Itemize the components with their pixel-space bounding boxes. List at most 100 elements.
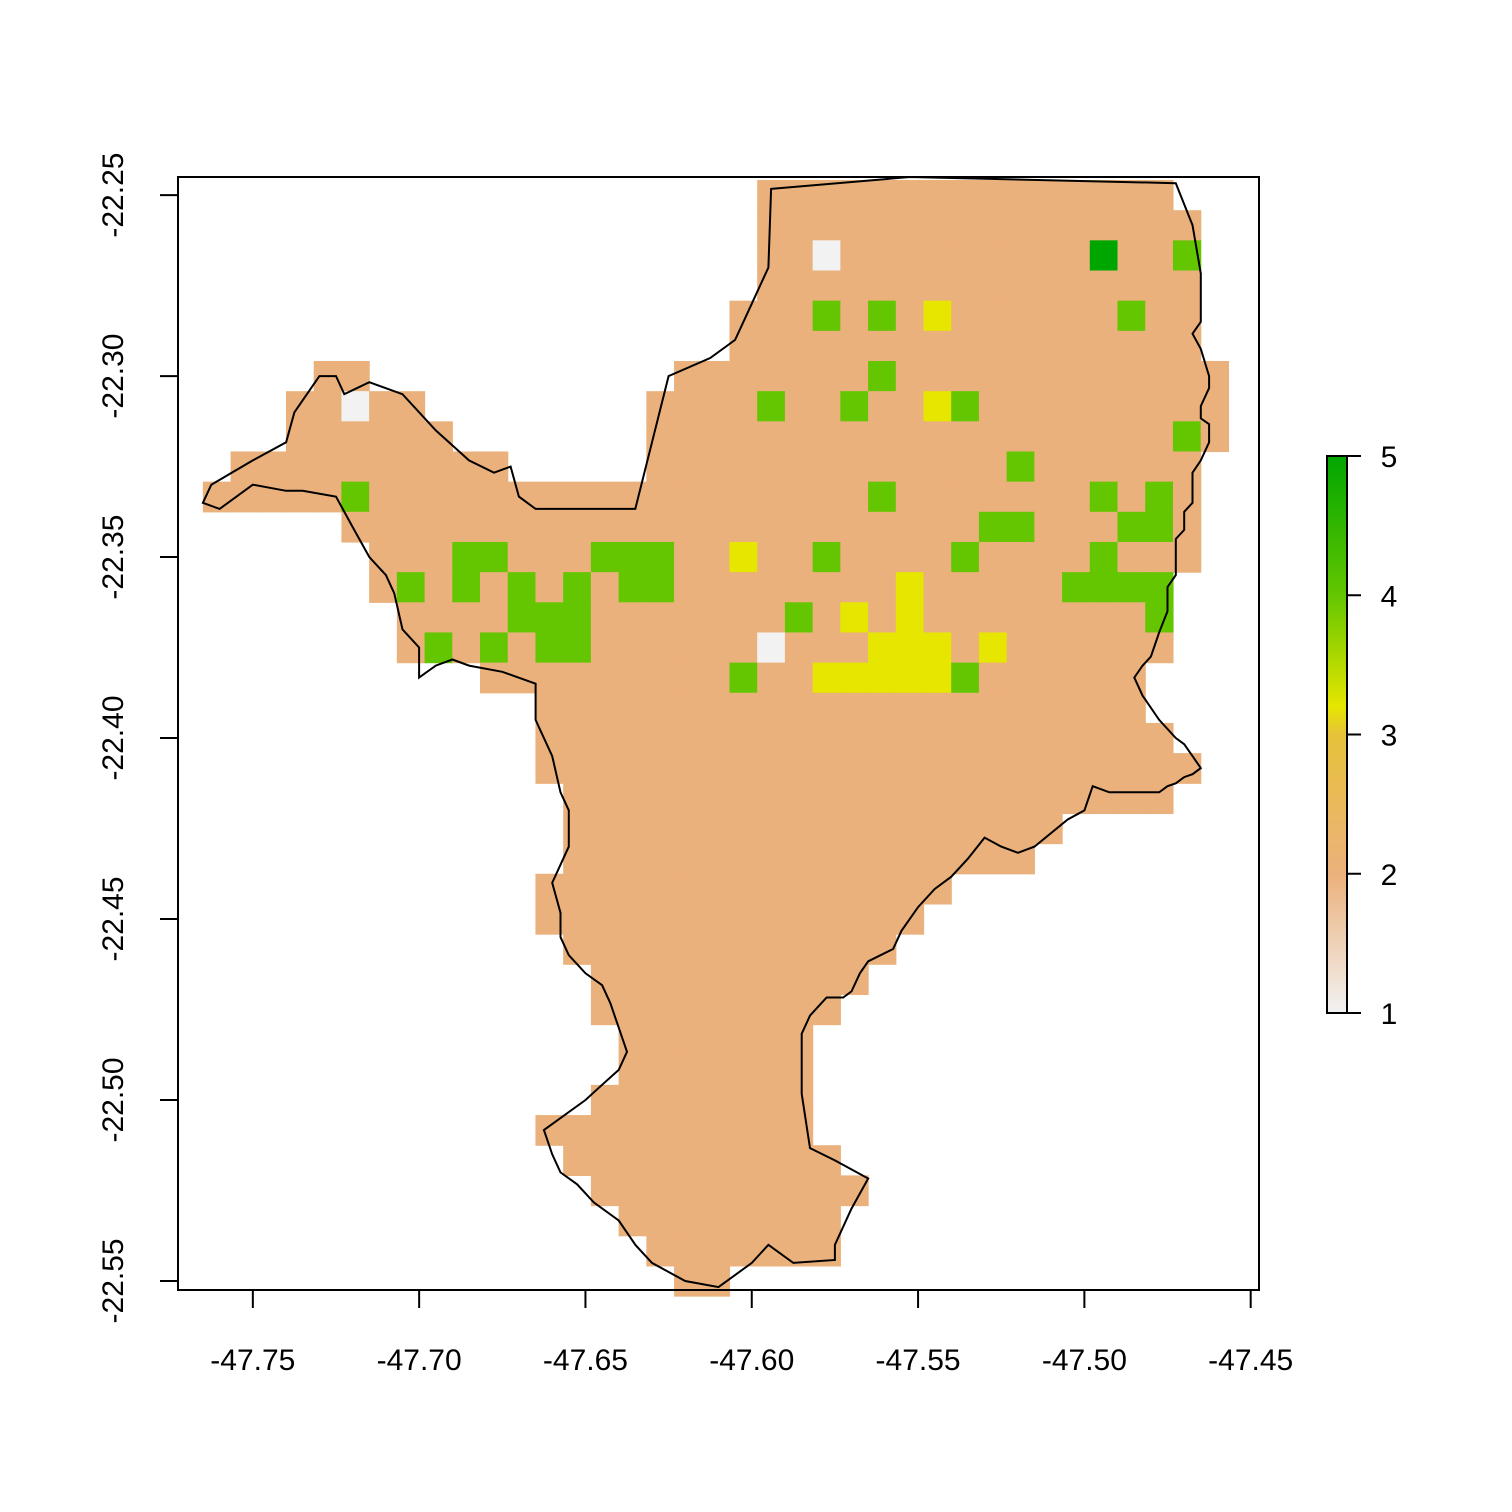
raster-cell	[1034, 783, 1063, 815]
raster-cell	[812, 330, 841, 362]
raster-cell	[729, 602, 758, 634]
raster-cell	[840, 662, 869, 694]
raster-cell	[646, 662, 675, 694]
raster-cell	[1089, 421, 1119, 453]
raster-cell	[646, 1145, 675, 1176]
raster-cell	[757, 873, 786, 905]
raster-cell	[1089, 481, 1119, 513]
raster-cell	[674, 692, 703, 724]
raster-cell	[396, 451, 426, 483]
raster-cell	[840, 451, 869, 483]
raster-cell	[812, 1205, 841, 1237]
raster-cell	[784, 783, 814, 815]
raster-cell	[1145, 541, 1174, 573]
raster-cell	[590, 722, 620, 754]
raster-cell	[812, 210, 841, 241]
raster-cell	[618, 873, 647, 905]
raster-cell	[757, 240, 786, 272]
raster-cell	[701, 1054, 731, 1086]
raster-cell	[1117, 511, 1146, 543]
raster-cell	[590, 1084, 620, 1116]
raster-cell	[757, 541, 786, 573]
raster-cell	[480, 602, 509, 634]
x-tick-label: -47.55	[876, 1344, 961, 1377]
raster-cell	[978, 240, 1008, 272]
raster-cell	[757, 903, 786, 935]
raster-cell	[757, 421, 786, 453]
raster-cell	[1145, 783, 1174, 815]
raster-cell	[701, 1115, 731, 1146]
raster-cell	[535, 692, 564, 724]
raster-cell	[923, 541, 952, 573]
raster-cell	[674, 722, 703, 754]
color-legend: 1 2 3 4 5	[1326, 441, 1398, 1031]
raster-cell	[1006, 632, 1035, 664]
raster-cell	[923, 451, 952, 483]
raster-cell	[1034, 330, 1063, 362]
raster-cell	[923, 360, 952, 392]
raster-cell	[1062, 692, 1091, 724]
raster-cell	[757, 391, 786, 422]
legend-tick-label: 4	[1381, 580, 1398, 613]
raster-cell	[701, 572, 731, 603]
raster-cell	[563, 722, 592, 754]
raster-cell	[1006, 451, 1035, 483]
raster-cell	[757, 451, 786, 483]
raster-cell	[868, 421, 897, 453]
raster-cell	[951, 180, 980, 211]
raster-cell	[563, 692, 592, 724]
raster-cell	[369, 451, 398, 483]
raster-cell	[1062, 330, 1091, 362]
legend-tick-label: 2	[1381, 859, 1398, 892]
raster-cell	[812, 813, 841, 845]
raster-cell	[978, 843, 1008, 875]
raster-cell	[812, 391, 841, 422]
raster-cell	[923, 330, 952, 362]
raster-cell	[701, 843, 731, 875]
raster-cell	[729, 843, 758, 875]
raster-cell	[701, 391, 731, 422]
raster-cell	[535, 753, 564, 784]
raster-cell	[1117, 300, 1146, 332]
raster-cell	[646, 511, 675, 543]
raster-cell	[646, 964, 675, 996]
raster-cell	[757, 330, 786, 362]
raster-cell	[480, 662, 509, 694]
raster-cell	[369, 391, 398, 422]
raster-cell	[1145, 451, 1174, 483]
raster-cell	[812, 662, 841, 694]
raster-cell	[590, 873, 620, 905]
raster-cell	[646, 1024, 675, 1056]
raster-cell	[1117, 421, 1146, 453]
raster-cell	[1062, 511, 1091, 543]
raster-cell	[396, 541, 426, 573]
raster-cell	[757, 210, 786, 241]
raster-cell	[895, 572, 925, 603]
raster-cell	[674, 1084, 703, 1116]
raster-cell	[951, 300, 980, 332]
raster-cell	[978, 692, 1008, 724]
raster-cell	[701, 994, 731, 1026]
raster-cell	[812, 602, 841, 634]
raster-cell	[1117, 692, 1146, 724]
raster-cell	[757, 1145, 786, 1176]
y-tick-label: -22.25	[97, 153, 130, 238]
raster-cell	[535, 632, 564, 664]
raster-cell	[840, 270, 869, 302]
raster-cell	[951, 783, 980, 815]
raster-cell	[868, 511, 897, 543]
raster-cell	[563, 662, 592, 694]
raster-cell	[923, 421, 952, 453]
raster-cell	[1062, 360, 1091, 392]
raster-cell	[618, 843, 647, 875]
raster-cell	[258, 451, 287, 483]
raster-cell	[1062, 783, 1091, 815]
raster-cell	[895, 481, 925, 513]
raster-cell	[313, 421, 343, 453]
raster-cell	[923, 240, 952, 272]
raster-cell	[563, 481, 592, 513]
raster-cell	[729, 632, 758, 664]
raster-cell	[812, 511, 841, 543]
raster-cell	[868, 240, 897, 272]
raster-cell	[951, 240, 980, 272]
